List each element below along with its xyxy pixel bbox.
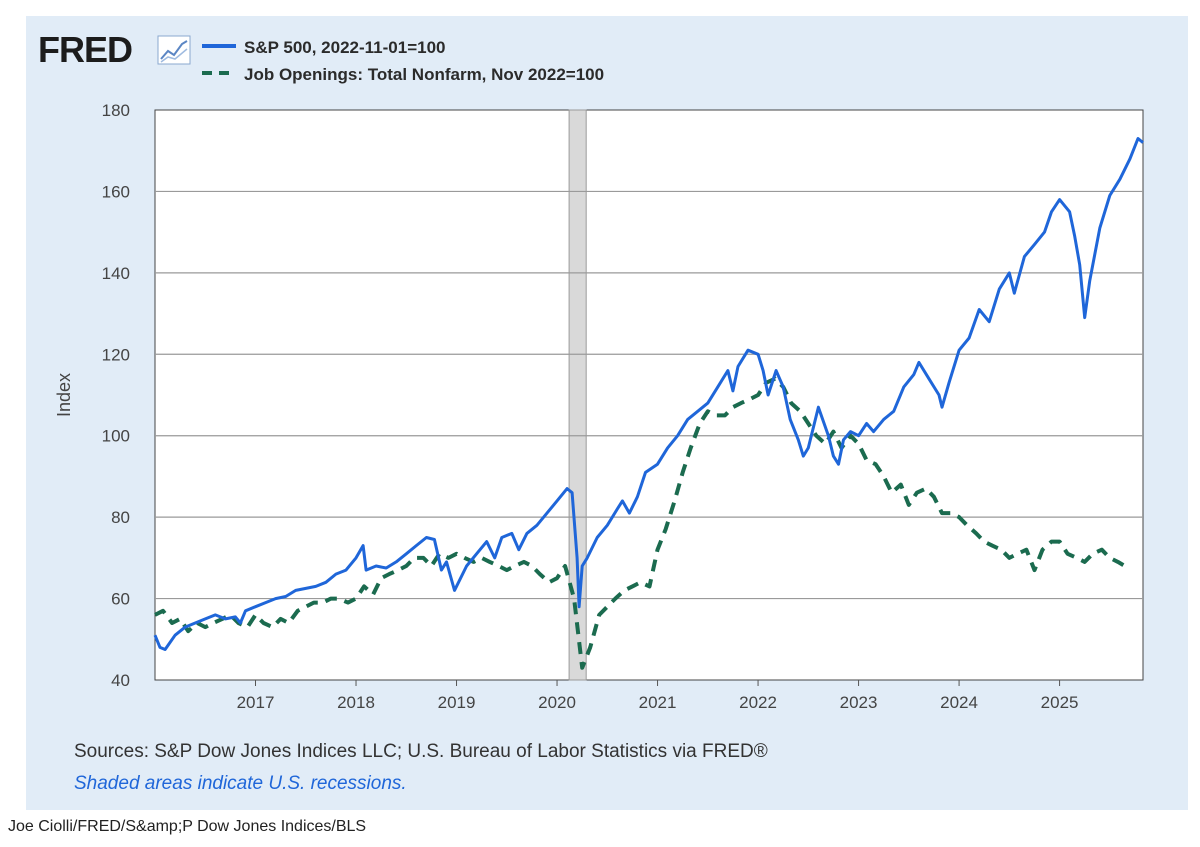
series-line-job-openings <box>154 376 1126 670</box>
y-tick-label: 160 <box>102 182 130 201</box>
series-line-sp500 <box>153 137 1144 651</box>
recession-band <box>568 109 587 681</box>
sources-text: Sources: S&P Dow Jones Indices LLC; U.S.… <box>74 741 768 762</box>
x-tick-label: 2017 <box>237 693 275 712</box>
x-tick-label: 2023 <box>840 693 878 712</box>
y-tick-labels: 40 60 80 100 120 140 160 180 <box>102 101 130 690</box>
x-tick-label: 2025 <box>1041 693 1079 712</box>
x-tick-label: 2019 <box>438 693 476 712</box>
y-tick-label: 40 <box>111 671 130 690</box>
legend: S&P 500, 2022-11-01=100 Job Openings: To… <box>202 38 604 84</box>
recession-note: Shaded areas indicate U.S. recessions. <box>74 773 407 794</box>
x-tick-label: 2021 <box>639 693 677 712</box>
recession-layer <box>568 109 587 681</box>
chart-svg: FRED S&P 500, 2022-11-01=100 Job Opening… <box>38 29 1144 794</box>
y-axis-label: Index <box>54 373 74 417</box>
fred-graph-icon <box>157 35 191 65</box>
x-tick-label: 2022 <box>739 693 777 712</box>
y-tick-label: 60 <box>111 590 130 609</box>
x-tick-label: 2024 <box>940 693 978 712</box>
y-tick-label: 100 <box>102 427 130 446</box>
x-tick-label: 2020 <box>538 693 576 712</box>
fred-logo-text: FRED <box>38 29 132 70</box>
y-tick-label: 140 <box>102 264 130 283</box>
legend-label-job-openings: Job Openings: Total Nonfarm, Nov 2022=10… <box>244 65 604 84</box>
y-tick-label: 120 <box>102 345 130 364</box>
y-tick-label: 80 <box>111 508 130 527</box>
x-tick-labels: 2017 2018 2019 2020 2021 2022 2023 2024 2025 <box>237 680 1079 712</box>
grid-layer <box>155 190 1143 600</box>
fred-graph-panel: FRED S&P 500, 2022-11-01=100 Job Opening… <box>26 16 1188 810</box>
series-layer <box>153 137 1144 670</box>
y-tick-label: 180 <box>102 101 130 120</box>
legend-label-sp500: S&P 500, 2022-11-01=100 <box>244 38 446 57</box>
plot-area <box>154 109 1144 681</box>
image-caption: Joe Ciolli/FRED/S&amp;P Dow Jones Indice… <box>8 818 367 835</box>
x-tick-label: 2018 <box>337 693 375 712</box>
